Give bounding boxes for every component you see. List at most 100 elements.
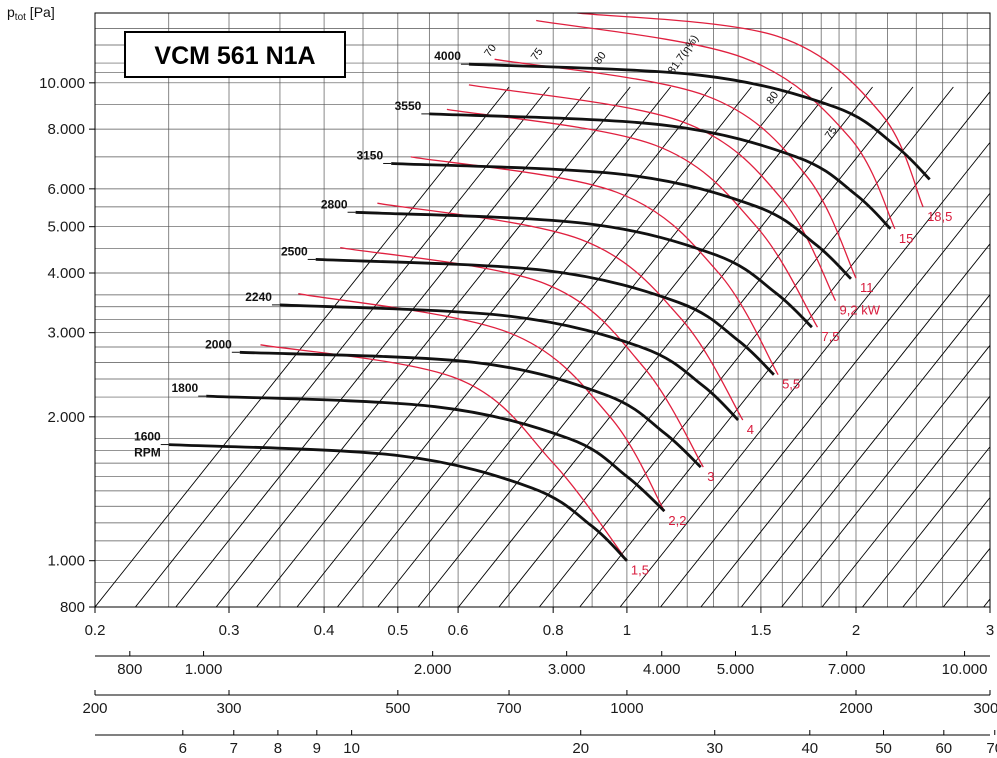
efficiency-label: 70 [482,42,499,59]
efficiency-label: 81,7(η%) [666,33,701,76]
axes: 0.2 0.3 0.4 0.5 0.6 0.8 1 1.5 2 3 800 1.000 2.000 3.0… [39,12,997,757]
y-tick-label: 5.000 [47,219,85,236]
power-curve [494,58,857,279]
rpm-label: 4000 [434,49,461,63]
secondary-tick-label: 70 [986,740,997,757]
rpm-curve [429,112,892,230]
efficiency-label: 80 [764,89,781,106]
rpm-label: 2500 [281,244,308,258]
system-line [902,496,990,607]
x-tick-label: 0.3 [219,622,240,639]
power-label: 1,5 [631,563,649,578]
secondary-tick-label: 2000 [839,700,872,717]
secondary-tick-label: 50 [875,740,892,757]
system-line [862,446,990,607]
system-lines [95,86,990,607]
power-curve [536,19,896,230]
secondary-tick-label: 10.000 [942,661,988,678]
efficiency-label: 80 [592,50,609,67]
secondary-tick-label: 1000 [610,700,643,717]
power-curve [468,84,837,301]
rpm-curve [279,303,740,421]
rpm-label: 1600 [134,430,161,444]
rpm-label: 2000 [205,337,232,351]
efficiency-label: 75 [823,125,840,142]
y-tick-label: 3.000 [47,325,85,342]
system-line [740,293,990,607]
x-tick-label: 2 [852,622,860,639]
secondary-tick-label: 7.000 [828,661,866,678]
power-label: 5,5 [782,377,800,392]
secondary-tick-label: 7 [230,740,238,757]
secondary-tick-label: 3000 [973,700,997,717]
power-label: 18,5 [927,209,952,224]
secondary-tick-label: 800 [117,661,142,678]
secondary-tick-label: 4.000 [643,661,681,678]
system-line [95,86,510,607]
system-line [337,86,752,607]
x-tick-label: 0.8 [543,622,564,639]
y-tick-label: 10.000 [39,75,85,92]
secondary-tick-label: 3.000 [548,661,586,678]
y-tick-label: 1.000 [47,553,85,570]
rpm-curve [315,258,775,376]
system-line [296,86,712,607]
rpm-label: 2800 [321,197,348,211]
x-tick-label: 1.5 [750,622,771,639]
x-tick-label: 0.6 [448,622,469,639]
system-line [619,141,990,607]
power-label: 2,2 [668,513,686,528]
secondary-tick-label: 6 [179,740,187,757]
secondary-tick-label: 30 [706,740,723,757]
x-tick-label: 1 [623,622,631,639]
rpm-label: 1800 [171,381,198,395]
secondary-tick-label: 40 [801,740,818,757]
efficiency-label: 75 [529,46,546,63]
secondary-tick-label: 300 [216,700,241,717]
chart-title: VCM 561 N1A [154,42,315,70]
secondary-tick-label: 9 [313,740,321,757]
power-curve [340,246,704,468]
system-line [700,243,990,607]
system-line [377,86,793,607]
power-curve [377,202,744,421]
chart-title-box: VCM 561 N1A [124,31,346,78]
rpm-curve [239,350,702,469]
rpm-label: 3150 [356,148,383,162]
rpm-curves [168,62,931,562]
secondary-tick-label: 20 [572,740,589,757]
power-label: 4 [747,422,754,437]
x-tick-label: 3 [986,622,994,639]
system-line [175,86,591,607]
secondary-tick-label: 60 [935,740,952,757]
system-line [135,86,550,607]
secondary-tick-label: 500 [385,700,410,717]
system-line [458,86,873,607]
y-tick-label: 2.000 [47,409,85,426]
y-axis-label: ptot [Pa] [7,4,55,23]
secondary-tick-label: 200 [82,700,107,717]
plot-frame [94,12,991,608]
rpm-label: 3550 [395,99,422,113]
power-label: 9,2 kW [840,303,881,318]
secondary-tick-label: 5.000 [717,661,755,678]
system-line [215,86,631,607]
y-tick-label: 4.000 [47,265,85,282]
secondary-tick-label: 700 [497,700,522,717]
power-curves [260,13,924,562]
x-tick-label: 0.5 [387,622,408,639]
secondary-tick-label: 8 [274,740,282,757]
system-line [821,395,990,607]
power-label: 11 [860,280,874,295]
system-line [498,86,914,607]
system-line [660,192,990,607]
rpm-curve [355,210,813,329]
power-label: 7,5 [821,329,839,344]
rpm-curve [468,62,931,181]
rpm-curve [168,443,628,562]
system-line [781,344,990,607]
y-tick-label: 8.000 [47,121,85,138]
power-curve [577,13,924,208]
secondary-tick-label: 1.000 [185,661,223,678]
